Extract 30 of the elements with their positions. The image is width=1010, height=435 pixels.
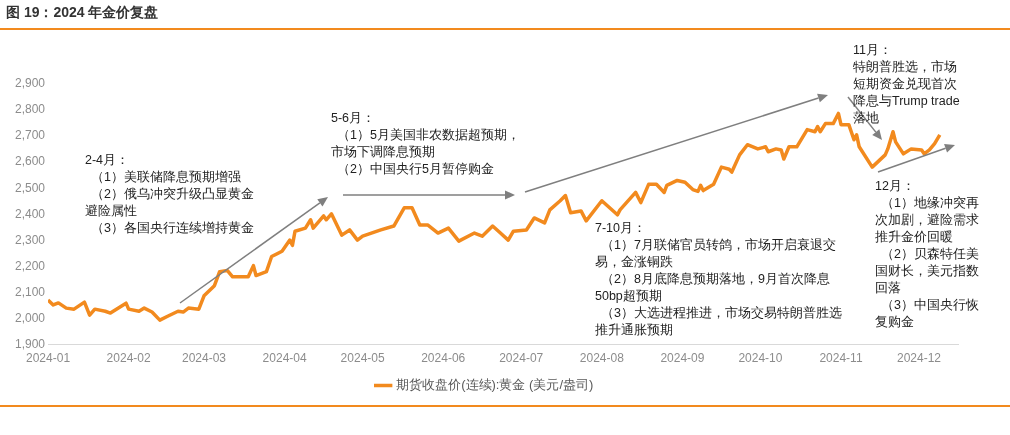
y-tick-label: 2,100 — [15, 284, 46, 299]
x-tick-label: 2024-03 — [182, 351, 227, 366]
x-tick-label: 2024-02 — [106, 351, 151, 366]
y-tick-label: 2,000 — [15, 310, 46, 325]
x-tick-label: 2024-12 — [896, 351, 942, 366]
x-tick-label: 2024-09 — [660, 351, 705, 366]
annotation: 2-4月：（1）美联储降息预期增强（2）俄乌冲突升级凸显黄金避险属性（3）各国央行连续增持黄金 — [85, 152, 255, 237]
y-tick-label: 2,900 — [15, 76, 46, 91]
legend-label: 期货收盘价(连续):黄金 (美元/盎司) — [396, 377, 594, 393]
y-tick-label: 2,200 — [15, 258, 46, 273]
x-tick-label: 2024-06 — [421, 351, 466, 366]
y-tick-label: 2,400 — [15, 206, 46, 221]
x-tick-label: 2024-07 — [499, 351, 544, 366]
x-tick-label: 2024-10 — [738, 351, 783, 366]
annotation: 7-10月：（1）7月联储官员转鸽，市场开启衰退交易，金涨铜跌（2）8月底降息预期落地，9月首次降息50bp超预期（3）大选进程推进，市场交易特朗普胜选推升通胀预期 — [595, 220, 843, 339]
x-tick-label: 2024-05 — [340, 351, 385, 366]
y-tick-label: 1,900 — [15, 336, 46, 351]
annotation: 11月：特朗普胜选，市场短期资金兑现首次降息与Trump trade落地 — [853, 42, 961, 127]
x-tick-label: 2024-01 — [26, 351, 71, 366]
y-tick-label: 2,600 — [15, 154, 46, 169]
y-tick-label: 2,800 — [15, 102, 46, 117]
text: 12月：（1）地缘冲突再次加剧，避险需求推升金价回暖（2）贝森特任美国财长，美元指数回落（3）中国央行恢复购金 — [875, 179, 979, 329]
y-tick-label: 2,500 — [15, 180, 46, 195]
annotation: 5-6月：（1）5月美国非农数据超预期，市场下调降息预期（2）中国央行5月暂停购金 — [331, 110, 521, 178]
chart-title: 图 19：2024 年金价复盘 — [6, 4, 159, 22]
x-tick-label: 2024-08 — [579, 351, 625, 366]
y-tick-label: 2,700 — [15, 128, 46, 143]
y-tick-label: 2,300 — [15, 232, 46, 247]
x-tick-label: 2024-04 — [262, 351, 307, 366]
x-tick-label: 2024-11 — [819, 351, 863, 366]
